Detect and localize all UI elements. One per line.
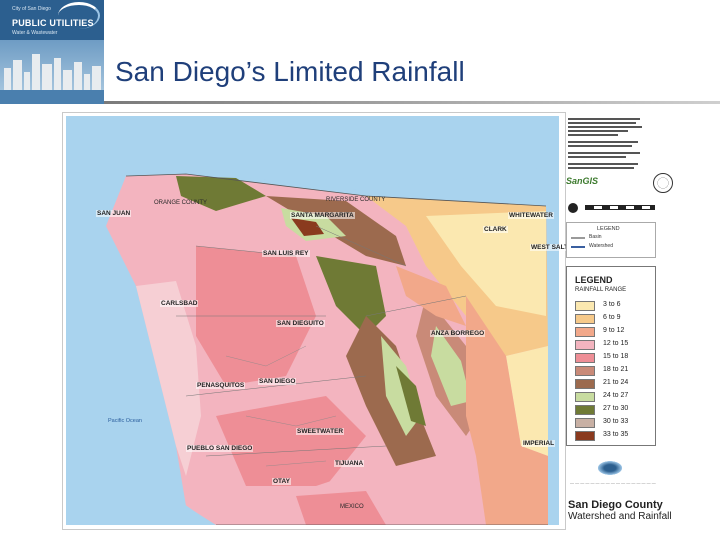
legend-swatch bbox=[575, 405, 595, 415]
legend-swatch bbox=[575, 353, 595, 363]
legend-label: 15 to 18 bbox=[603, 353, 629, 360]
label-san-diego: SAN DIEGO bbox=[258, 378, 297, 385]
legend-row: 18 to 21 bbox=[575, 365, 651, 376]
county-seal-icon bbox=[653, 173, 673, 193]
title-divider bbox=[104, 101, 720, 104]
legend-label: 18 to 21 bbox=[603, 366, 629, 373]
legend-row: 12 to 15 bbox=[575, 339, 651, 350]
label-orange-county: ORANGE COUNTY bbox=[154, 200, 208, 206]
public-utilities-small-logo bbox=[596, 460, 624, 476]
legend-basin: Basin bbox=[589, 234, 602, 240]
label-riverside-county: RIVERSIDE COUNTY bbox=[326, 197, 386, 203]
legend-label: 33 to 35 bbox=[603, 431, 629, 438]
public-utilities-logo: City of San Diego PUBLIC UTILITIES Water… bbox=[0, 0, 104, 104]
label-imperial: IMPERIAL bbox=[522, 440, 556, 447]
slide-title: San Diego’s Limited Rainfall bbox=[115, 56, 465, 87]
legend-swatch bbox=[575, 392, 595, 402]
label-penasquitos: PENASQUITOS bbox=[196, 382, 246, 389]
map-subject: Watershed and Rainfall bbox=[568, 511, 672, 522]
rainfall-legend: LEGEND RAINFALL RANGE 3 to 6 6 to 9 9 to… bbox=[566, 266, 656, 446]
label-santa-margarita: SANTA MARGARITA bbox=[290, 212, 355, 219]
scale-bar bbox=[585, 205, 655, 210]
label-san-juan: SAN JUAN bbox=[96, 210, 132, 217]
logo-subtitle: Water & Wastewater bbox=[12, 30, 58, 36]
boundary-legend: LEGEND Basin Watershed bbox=[566, 222, 656, 258]
legend-row: 3 to 6 bbox=[575, 300, 651, 311]
legend-row: 24 to 27 bbox=[575, 391, 651, 402]
legend-swatch bbox=[575, 379, 595, 389]
label-carlsbad: CARLSBAD bbox=[160, 300, 199, 307]
label-mexico: MEXICO bbox=[340, 504, 364, 510]
north-arrow-icon bbox=[568, 203, 578, 213]
legend-swatch bbox=[575, 431, 595, 441]
boundary-legend-title: LEGEND bbox=[597, 226, 620, 232]
legend-row: 27 to 30 bbox=[575, 404, 651, 415]
map-notes bbox=[568, 118, 644, 171]
legend-label: 24 to 27 bbox=[603, 392, 629, 399]
label-san-luis-rey: SAN LUIS REY bbox=[262, 250, 310, 257]
label-west-salton: WEST SALTON bbox=[530, 244, 579, 251]
label-pacific-ocean: Pacific Ocean bbox=[108, 418, 142, 424]
label-whitewater: WHITEWATER bbox=[508, 212, 554, 219]
legend-row: 9 to 12 bbox=[575, 326, 651, 337]
legend-label: 3 to 6 bbox=[603, 301, 621, 308]
legend-row: 6 to 9 bbox=[575, 313, 651, 324]
legend-label: 21 to 24 bbox=[603, 379, 629, 386]
label-san-dieguito: SAN DIEGUITO bbox=[276, 320, 325, 327]
legend-label: 27 to 30 bbox=[603, 405, 629, 412]
label-sweetwater: SWEETWATER bbox=[296, 428, 345, 435]
legend-label: 9 to 12 bbox=[603, 327, 625, 334]
legend-label: 6 to 9 bbox=[603, 314, 621, 321]
county-name: San Diego County bbox=[568, 499, 663, 511]
legend-row: 15 to 18 bbox=[575, 352, 651, 363]
legend-label: 30 to 33 bbox=[603, 418, 629, 425]
legend-swatch bbox=[575, 366, 595, 376]
legend-row: 33 to 35 bbox=[575, 430, 651, 441]
legend-swatch bbox=[575, 314, 595, 324]
legend-subtitle: RAINFALL RANGE bbox=[575, 287, 627, 293]
label-anza-borrego: ANZA BORREGO bbox=[430, 330, 486, 337]
sangis-logo: SanGIS bbox=[566, 176, 599, 186]
legend-row: 30 to 33 bbox=[575, 417, 651, 428]
legend-row: 21 to 24 bbox=[575, 378, 651, 389]
logo-city-text: City of San Diego bbox=[12, 6, 51, 12]
legend-swatch bbox=[575, 327, 595, 337]
swirl-icon bbox=[58, 2, 100, 29]
legend-swatch bbox=[575, 418, 595, 428]
legend-swatch bbox=[575, 301, 595, 311]
label-pueblo-san-diego: PUEBLO SAN DIEGO bbox=[186, 445, 254, 452]
legend-watershed: Watershed bbox=[589, 243, 613, 249]
rainfall-map bbox=[66, 116, 559, 525]
legend-title: LEGEND bbox=[575, 275, 613, 285]
label-otay: OTAY bbox=[272, 478, 291, 485]
logo-brand: PUBLIC UTILITIES bbox=[12, 18, 94, 28]
legend-swatch bbox=[575, 340, 595, 350]
label-clark: CLARK bbox=[483, 226, 508, 233]
skyline-image bbox=[0, 40, 104, 104]
legend-label: 12 to 15 bbox=[603, 340, 629, 347]
label-tijuana: TIJUANA bbox=[334, 460, 365, 467]
logo-tagline-lines: — — — — — — — — — — — — — — — — — bbox=[570, 480, 656, 485]
